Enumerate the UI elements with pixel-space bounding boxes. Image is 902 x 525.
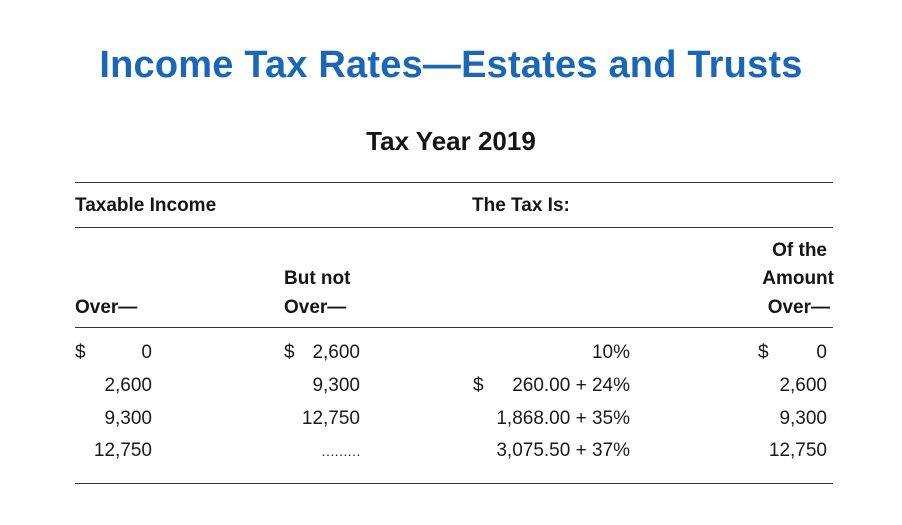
tax-value: 3,075.50 + 37% bbox=[496, 440, 630, 461]
tax-value: 10% bbox=[591, 342, 630, 363]
page-title: Income Tax Rates—Estates and Trusts bbox=[99, 44, 803, 86]
currency-symbol: $ bbox=[473, 375, 484, 396]
but-not-over-value: ……… bbox=[321, 443, 361, 459]
of-amount-over-value: 9,300 bbox=[779, 408, 827, 429]
currency-symbol: $ bbox=[758, 342, 769, 363]
tax-value: 260.00 + 24% bbox=[512, 375, 630, 396]
currency-symbol: $ bbox=[75, 342, 86, 363]
over-value: 0 bbox=[141, 342, 152, 363]
tax-value: 1,868.00 + 35% bbox=[496, 408, 630, 429]
of-amount-over-value: 12,750 bbox=[768, 440, 827, 461]
column-header-over: Over— bbox=[75, 297, 138, 318]
but-not-over-value: 9,300 bbox=[312, 375, 360, 396]
top-rule bbox=[75, 182, 833, 183]
but-not-over-value: 2,600 bbox=[312, 342, 360, 363]
but-not-over-value: 12,750 bbox=[301, 408, 360, 429]
the-tax-is-header: The Tax Is: bbox=[472, 195, 570, 216]
group-header-rule bbox=[75, 227, 833, 228]
column-header-but-not-over-line2: Over— bbox=[284, 297, 347, 318]
over-value: 12,750 bbox=[93, 440, 152, 461]
over-value: 9,300 bbox=[104, 408, 152, 429]
over-value: 2,600 bbox=[104, 375, 152, 396]
currency-symbol: $ bbox=[284, 342, 295, 363]
page-subtitle: Tax Year 2019 bbox=[366, 126, 536, 156]
column-header-amount-over-line3: Over— bbox=[767, 297, 830, 318]
column-header-but-not-over-line1: But not bbox=[284, 268, 351, 289]
column-header-rule bbox=[75, 327, 833, 328]
of-amount-over-value: 2,600 bbox=[779, 375, 827, 396]
of-amount-over-value: 0 bbox=[816, 342, 827, 363]
taxable-income-header: Taxable Income bbox=[75, 195, 217, 216]
column-header-amount-over-line1: Of the bbox=[772, 240, 827, 261]
bottom-rule bbox=[75, 483, 833, 484]
column-header-amount-over-line2: Amount bbox=[762, 268, 834, 289]
